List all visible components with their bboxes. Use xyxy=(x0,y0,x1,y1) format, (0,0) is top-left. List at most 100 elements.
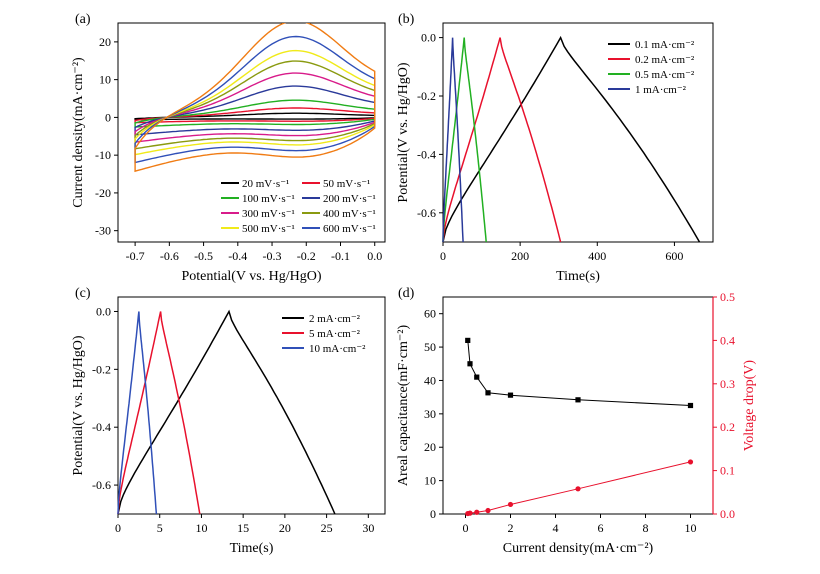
legend-label: 600 mV·s⁻¹ xyxy=(323,223,376,235)
plot-frame xyxy=(117,22,386,243)
x-tick-label: 0 xyxy=(463,521,469,535)
y-tick-label: 0.0 xyxy=(421,31,436,45)
legend-label: 1 mA·cm⁻² xyxy=(635,84,687,96)
y-tick-label: 30 xyxy=(424,407,436,421)
right-tick-label: 0.0 xyxy=(720,507,735,521)
y-axis-label: Potential(V vs. Hg/HgO) xyxy=(71,335,86,475)
legend-label: 300 mV·s⁻¹ xyxy=(242,208,295,220)
capacitance-point xyxy=(474,374,480,380)
voltage-drop-point xyxy=(575,486,581,492)
x-tick-label: 0.0 xyxy=(367,249,382,263)
gcd-curve xyxy=(442,35,701,243)
x-tick-label: 20 xyxy=(279,521,291,535)
legend-label: 10 mA·cm⁻² xyxy=(309,343,366,355)
y-tick-label: -30 xyxy=(95,224,111,238)
series-line xyxy=(467,340,691,406)
x-tick-label: 4 xyxy=(553,521,559,535)
gcd-curve xyxy=(442,37,562,243)
y-tick-label: 10 xyxy=(99,73,111,87)
right-tick-label: 0.1 xyxy=(720,464,735,478)
y-tick-label: -20 xyxy=(95,186,111,200)
x-tick-label: -0.2 xyxy=(297,249,316,263)
voltage-drop-point xyxy=(687,459,694,465)
y-tick-label: -0.2 xyxy=(417,89,436,103)
plot-frame xyxy=(442,22,714,243)
right-axis-label: Voltage drop(V) xyxy=(742,360,757,451)
x-tick-label: 2 xyxy=(508,521,514,535)
legend-label: 100 mV·s⁻¹ xyxy=(242,193,295,205)
x-tick-label: 10 xyxy=(195,521,207,535)
panel-label: (c) xyxy=(75,286,91,301)
x-tick-label: -0.5 xyxy=(194,249,213,263)
y-axis-label: Potential(V vs. Hg/HgO) xyxy=(396,62,411,202)
x-tick-label: -0.6 xyxy=(160,249,179,263)
gcd-curve xyxy=(442,37,487,243)
y-tick-label: -0.2 xyxy=(92,362,111,376)
capacitance-point xyxy=(575,397,581,403)
y-tick-label: 0.0 xyxy=(96,304,111,318)
y-axis-label: Areal capacitance(mF·cm⁻²) xyxy=(396,325,411,487)
x-tick-label: -0.7 xyxy=(126,249,145,263)
y-tick-label: -0.6 xyxy=(417,206,436,220)
x-tick-label: 25 xyxy=(321,521,333,535)
right-tick-label: 0.4 xyxy=(720,333,735,347)
legend-label: 20 mV·s⁻¹ xyxy=(242,178,289,190)
x-tick-label: 8 xyxy=(643,521,649,535)
panel-d: 0 2 4 6 8 10 0 10 20 30 40 50 60 Current density(mA·c… xyxy=(396,286,757,556)
y-tick-label: 0 xyxy=(105,110,111,124)
x-tick-label: 600 xyxy=(665,249,683,263)
legend-label: 0.5 mA·cm⁻² xyxy=(635,69,695,81)
capacitance-point xyxy=(467,361,473,367)
x-tick-label: -0.3 xyxy=(263,249,282,263)
y-tick-label: 50 xyxy=(424,340,436,354)
gcd-curve xyxy=(117,309,336,515)
y-tick-label: -0.6 xyxy=(92,478,111,492)
x-tick-label: 0 xyxy=(115,521,121,535)
plot-frame xyxy=(117,296,386,515)
gcd-curve xyxy=(117,311,158,515)
panel-label: (b) xyxy=(398,12,415,27)
voltage-drop-point xyxy=(507,501,514,508)
x-tick-label: 30 xyxy=(362,521,374,535)
legend-label: 50 mV·s⁻¹ xyxy=(323,178,370,190)
x-tick-label: 15 xyxy=(237,521,249,535)
legend-label: 0.2 mA·cm⁻² xyxy=(635,54,695,66)
legend-label: 5 mA·cm⁻² xyxy=(309,328,361,340)
panel-a: -0.7 -0.6 -0.5 -0.4 -0.3 -0.2 -0.1 0.0 -30 -20 -10… xyxy=(71,12,386,284)
y-tick-label: -10 xyxy=(95,148,111,162)
y-tick-label: 20 xyxy=(424,440,436,454)
y-tick-label: 0 xyxy=(430,507,436,521)
y-axis-label: Current density(mA·cm⁻²) xyxy=(71,57,86,208)
panel-b: 0 200 400 600 0.0 -0.2 -0.4 -0.6 Time(s) Potentia… xyxy=(396,12,714,284)
legend-label: 2 mA·cm⁻² xyxy=(309,313,361,325)
x-axis-label: Time(s) xyxy=(556,269,600,284)
x-axis-label: Potential(V vs. Hg/HgO) xyxy=(181,269,321,284)
plot-frame xyxy=(442,296,714,515)
gcd-curve xyxy=(117,311,201,515)
panel-label: (d) xyxy=(398,286,415,301)
legend-label: 500 mV·s⁻¹ xyxy=(242,223,295,235)
voltage-drop-point xyxy=(467,510,473,516)
legend-label: 200 mV·s⁻¹ xyxy=(323,193,376,205)
y-tick-label: 60 xyxy=(424,307,436,321)
y-tick-label: -0.4 xyxy=(417,147,436,161)
x-tick-label: 200 xyxy=(511,249,529,263)
gcd-curve xyxy=(442,37,464,243)
x-axis-label: Time(s) xyxy=(230,541,274,556)
right-tick-label: 0.5 xyxy=(720,290,735,304)
x-tick-label: -0.4 xyxy=(228,249,247,263)
capacitance-point xyxy=(687,402,694,409)
right-tick-label: 0.3 xyxy=(720,377,735,391)
cv-curve xyxy=(134,23,376,173)
x-tick-label: 5 xyxy=(157,521,163,535)
panel-label: (a) xyxy=(75,12,91,27)
y-tick-label: 10 xyxy=(424,474,436,488)
x-axis-label: Current density(mA·cm⁻²) xyxy=(503,541,654,556)
x-tick-label: 0 xyxy=(440,249,446,263)
legend-label: 0.1 mA·cm⁻² xyxy=(635,39,695,51)
capacitance-point xyxy=(465,337,471,343)
panel-c: 0 5 10 15 20 25 30 0.0 -0.2 -0.4 -0.6 Time(s) Potent… xyxy=(71,286,386,556)
x-tick-label: -0.1 xyxy=(331,249,350,263)
capacitance-point xyxy=(485,390,491,396)
right-tick-label: 0.2 xyxy=(720,420,735,434)
